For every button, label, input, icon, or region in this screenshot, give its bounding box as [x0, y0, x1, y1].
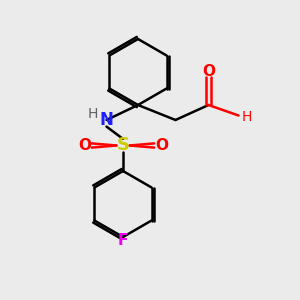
- Text: H: H: [88, 107, 98, 121]
- Text: S: S: [116, 136, 130, 154]
- Text: O: O: [202, 64, 215, 79]
- Text: O: O: [155, 138, 168, 153]
- Text: O: O: [78, 138, 91, 153]
- Text: N: N: [100, 111, 113, 129]
- Text: F: F: [118, 233, 128, 248]
- Text: H: H: [242, 110, 253, 124]
